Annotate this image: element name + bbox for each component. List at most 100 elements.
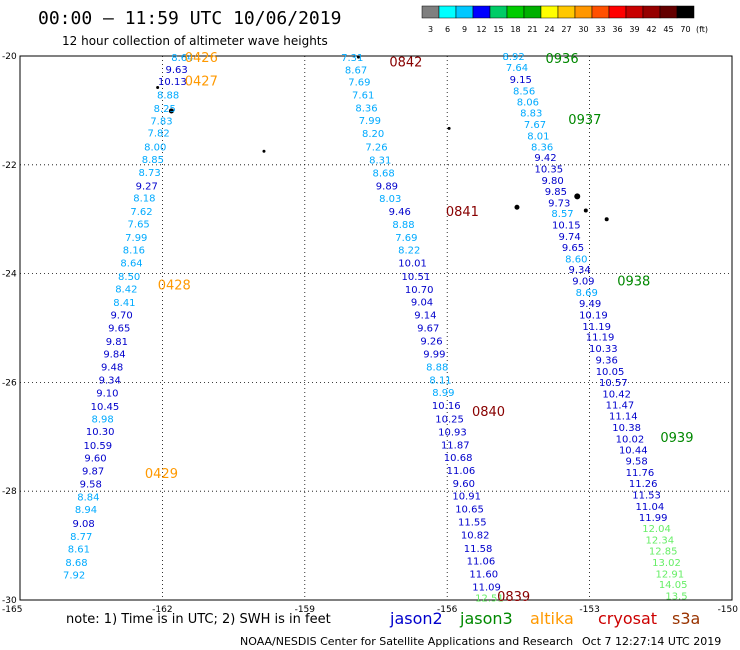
jason3-wave-height: 13.5	[665, 592, 687, 603]
cryosat-wave-height: 8.20	[362, 129, 384, 140]
altika-wave-height: 8.73	[138, 168, 160, 179]
cryosat-wave-height: 12.51	[475, 593, 504, 604]
altika-wave-height: 7.82	[147, 129, 169, 140]
altika-wave-height: 8.42	[115, 284, 137, 295]
colorbar-label: 9	[462, 25, 467, 34]
jason3-wave-height: 10.42	[602, 389, 631, 400]
altika-wave-height: 8.50	[118, 272, 140, 283]
x-tick-label: -156	[437, 605, 458, 615]
jason3-wave-height: 11.76	[626, 468, 655, 479]
colorbar-label: 30	[578, 25, 588, 34]
altika-wave-height: 8.85	[142, 155, 164, 166]
grid-lines	[20, 56, 732, 600]
footer-timestamp: Oct 7 12:27:14 UTC 2019	[582, 635, 721, 648]
jason3-wave-height: 14.05	[659, 580, 688, 591]
plot-frame	[19, 55, 733, 601]
y-tick-label: -20	[2, 52, 17, 62]
jason3-wave-height: 9.73	[548, 198, 570, 209]
cryosat-wave-height: 10.16	[432, 401, 461, 412]
jason3-wave-height: 10.02	[616, 434, 645, 445]
altika-wave-height: 10.59	[84, 441, 113, 452]
jason3-wave-height: 9.58	[625, 457, 647, 468]
cryosat-wave-height: 8.68	[372, 168, 394, 179]
time-label: 0429	[145, 467, 178, 482]
colorbar-label: 18	[510, 25, 520, 34]
satellite-legend-jason2: jason2	[389, 609, 443, 628]
cryosat-wave-height: 10.82	[461, 531, 490, 542]
colorbar-swatch	[523, 5, 542, 19]
satellite-legend-jason3: jason3	[459, 609, 513, 628]
time-label: 0839	[497, 590, 530, 605]
cryosat-wave-height: 10.51	[402, 272, 431, 283]
altika-wave-height: 8.77	[70, 532, 92, 543]
jason3-wave-height: 11.14	[609, 412, 638, 423]
time-label: 0936	[546, 52, 579, 67]
y-tick-label: -24	[2, 270, 17, 280]
jason3-wave-height: 11.99	[639, 513, 668, 524]
jason3-wave-height: 12.04	[642, 524, 671, 535]
chart-subtitle: 12 hour collection of altimeter wave hei…	[62, 34, 328, 48]
island-marker	[514, 204, 520, 210]
altika-wave-height: 9.27	[136, 181, 158, 192]
jason3-wave-height: 10.38	[612, 423, 641, 434]
cryosat-wave-height: 7.69	[395, 233, 417, 244]
jason3-wave-height: 12.85	[649, 546, 678, 557]
colorbar-swatch	[625, 5, 644, 19]
cryosat-wave-height: 7.61	[352, 91, 374, 102]
colorbar-label: 12	[476, 25, 486, 34]
x-tick-label: -162	[152, 605, 172, 615]
altika-wave-height: 9.70	[110, 310, 132, 321]
jason3-wave-height: 9.15	[510, 75, 532, 86]
altika-wave-height: 8.41	[113, 298, 135, 309]
altika-wave-height: 10.13	[158, 77, 187, 88]
jason3-wave-height: 10.57	[599, 378, 628, 389]
jason3-wave-height: 8.69	[576, 288, 598, 299]
altika-wave-height: 9.60	[84, 453, 106, 464]
colorbar-swatch	[421, 5, 440, 19]
jason3-wave-height: 9.80	[541, 176, 563, 187]
cryosat-wave-height: 10.01	[398, 259, 427, 270]
jason3-wave-height: 11.04	[636, 502, 665, 513]
jason3-wave-height: 8.83	[520, 109, 542, 120]
altika-wave-height: 9.10	[96, 389, 118, 400]
footer-note: note: 1) Time is in UTC; 2) SWH is in fe…	[66, 612, 331, 627]
altika-wave-height: 10.30	[86, 427, 115, 438]
island-marker	[356, 55, 360, 59]
time-labels: 0426 0427 0428 0429 0842 0841 0840 0839 0936 0937…	[145, 51, 694, 605]
colorbar-legend: 3 6 9 12 15 18 21 24 27 30 33 36 39 42 45 70 (ft)	[421, 5, 708, 34]
time-label: 0939	[660, 431, 693, 446]
cryosat-wave-height: 8.88	[426, 363, 448, 374]
time-label: 0842	[389, 55, 422, 70]
altika-wave-height: 9.34	[99, 376, 121, 387]
time-label: 0428	[158, 278, 191, 293]
cryosat-wave-height: 9.99	[423, 350, 445, 361]
time-label: 0840	[472, 405, 505, 420]
colorbar-swatch	[608, 5, 627, 19]
altika-wave-height: 9.58	[80, 480, 102, 491]
jason3-wave-height: 10.44	[619, 445, 648, 456]
cryosat-wave-height: 9.04	[411, 297, 433, 308]
cryosat-wave-height: 9.89	[376, 181, 398, 192]
jason3-wave-height: 11.26	[629, 479, 658, 490]
jason3-wave-height: 10.15	[552, 221, 581, 232]
altika-wave-height: 9.65	[108, 323, 130, 334]
cryosat-wave-height: 7.26	[365, 142, 387, 153]
colorbar-label: 36	[612, 25, 622, 34]
altika-wave-height: 8.25	[154, 104, 176, 115]
colorbar-swatch	[676, 5, 695, 19]
jason3-wave-height: 8.60	[565, 254, 587, 265]
jason3-wave-height: 12.91	[655, 569, 684, 580]
jason3-wave-height: 9.85	[545, 187, 567, 198]
altika-wave-height: 8.98	[91, 414, 113, 425]
altika-wave-height: 10.45	[91, 402, 120, 413]
colorbar-swatch	[591, 5, 610, 19]
cryosat-wave-height: 8.22	[398, 246, 420, 257]
cryosat-wave-height: 10.91	[452, 492, 481, 503]
jason3-wave-height: 11.19	[582, 322, 611, 333]
island-marker	[156, 86, 160, 90]
jason3-wave-height: 8.06	[517, 98, 539, 109]
altika-wave-height: 8.00	[144, 142, 166, 153]
satellite-legend-altika: altika	[530, 609, 574, 628]
footer-credit: NOAA/NESDIS Center for Satellite Applica…	[240, 635, 573, 648]
cryosat-wave-height: 8.11	[429, 376, 451, 387]
